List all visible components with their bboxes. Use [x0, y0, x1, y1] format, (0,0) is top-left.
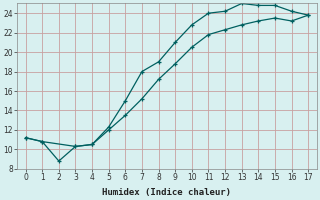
- X-axis label: Humidex (Indice chaleur): Humidex (Indice chaleur): [102, 188, 231, 197]
